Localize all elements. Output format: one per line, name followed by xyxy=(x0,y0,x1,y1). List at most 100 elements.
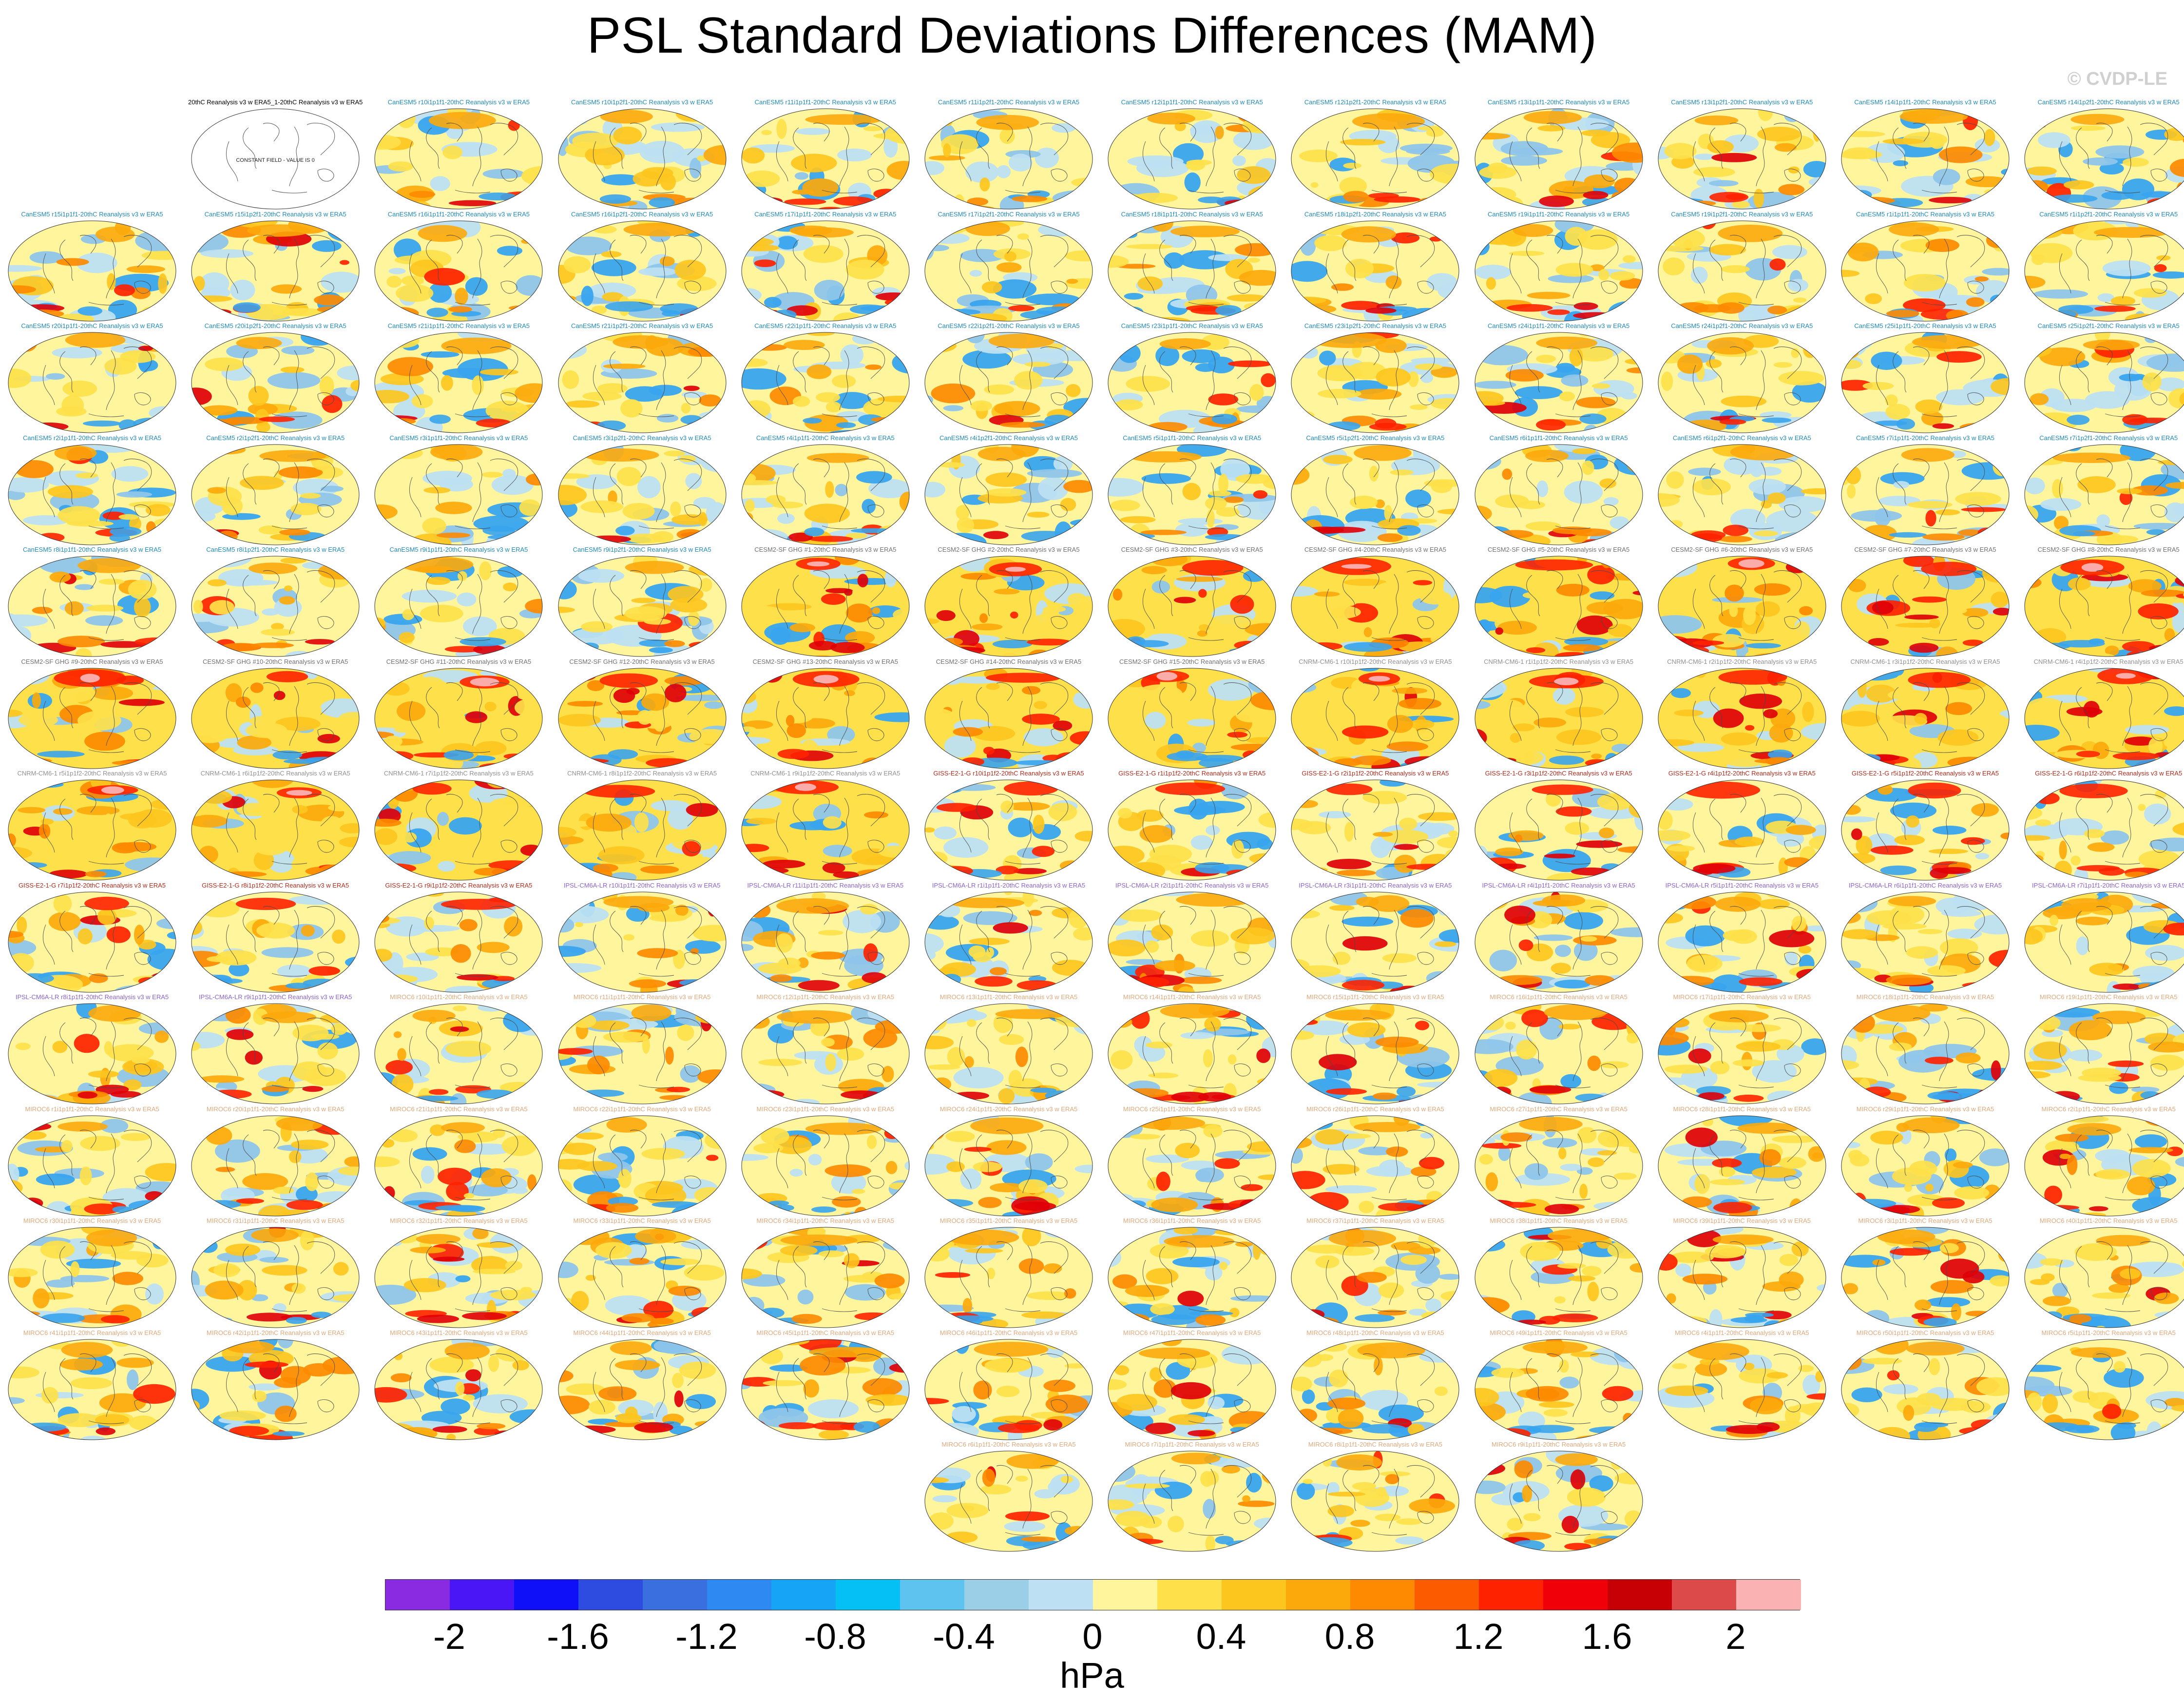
coastline xyxy=(1921,302,1957,306)
positive-anomaly-patch xyxy=(1732,1059,1764,1067)
positive-anomaly-patch xyxy=(640,865,679,874)
coastline xyxy=(263,570,280,589)
positive-anomaly-patch xyxy=(1576,615,1613,635)
positive-anomaly-patch xyxy=(2025,198,2052,207)
negative-anomaly-patch xyxy=(741,191,756,209)
positive-anomaly-patch xyxy=(1847,242,1879,261)
map-panel: CNRM-CM6-1 r3i1p1f2-20thC Reanalysis v3 … xyxy=(1840,657,2011,769)
southern-ocean-anomaly xyxy=(1584,975,1615,986)
arctic-anomaly xyxy=(1708,1010,1769,1023)
panel-title: CESM2-SF GHG #9-20thC Reanalysis v3 w ER… xyxy=(21,658,163,665)
coastline xyxy=(2096,458,2113,477)
positive-anomaly-patch xyxy=(1214,332,1258,335)
negative-anomaly-patch xyxy=(2165,780,2184,787)
positive-anomaly-patch xyxy=(1425,895,1459,904)
positive-anomaly-patch xyxy=(2026,862,2036,874)
positive-anomaly-patch xyxy=(2151,902,2179,909)
positive-anomaly-patch xyxy=(1475,862,1481,868)
map-globe xyxy=(1475,891,1643,992)
map-globe xyxy=(558,779,727,881)
positive-anomaly-patch xyxy=(927,1064,960,1070)
arctic-anomaly xyxy=(1694,116,1739,126)
positive-anomaly-patch xyxy=(1841,1060,1859,1070)
positive-anomaly-patch xyxy=(689,729,726,744)
coastline xyxy=(2076,239,2090,281)
negative-anomaly-patch xyxy=(321,271,360,293)
map-background xyxy=(1475,444,1643,545)
positive-anomaly-patch xyxy=(1575,397,1616,408)
positive-anomaly-patch xyxy=(1586,601,1623,615)
positive-anomaly-patch xyxy=(1591,383,1610,389)
southern-ocean-anomaly xyxy=(1583,191,1608,199)
coastline xyxy=(1206,238,1216,298)
positive-anomaly-patch xyxy=(644,619,671,625)
positive-anomaly-patch xyxy=(441,375,454,391)
positive-anomaly-patch xyxy=(1216,507,1240,517)
southern-ocean-anomaly xyxy=(1719,419,1746,425)
arctic-anomaly xyxy=(1908,782,1961,799)
negative-anomaly-patch xyxy=(1560,1074,1581,1088)
positive-anomaly-patch xyxy=(985,472,1027,487)
positive-anomaly-patch xyxy=(198,846,219,864)
positive-anomaly-patch xyxy=(901,1084,909,1098)
negative-anomaly-patch xyxy=(1249,677,1276,686)
positive-anomaly-patch xyxy=(1228,1054,1237,1065)
negative-anomaly-patch xyxy=(2099,162,2124,174)
panel-title: CanESM5 r21i1p2f1-20thC Reanalysis v3 w … xyxy=(571,322,713,329)
negative-anomaly-patch xyxy=(2083,157,2118,166)
coastline xyxy=(1956,123,1985,155)
arctic-anomaly xyxy=(1341,226,1397,242)
negative-anomaly-patch xyxy=(1555,363,1575,373)
negative-anomaly-patch xyxy=(230,279,255,300)
southern-ocean-anomaly xyxy=(251,642,294,648)
coastline xyxy=(1417,392,1434,406)
southern-ocean-anomaly xyxy=(804,527,824,536)
negative-anomaly-patch xyxy=(2156,377,2184,391)
negative-anomaly-patch xyxy=(925,395,934,405)
positive-anomaly-patch xyxy=(1027,511,1050,518)
positive-anomaly-patch xyxy=(1235,707,1266,722)
coastline xyxy=(2076,351,2090,393)
southern-ocean-anomaly xyxy=(967,197,989,206)
negative-anomaly-patch xyxy=(1893,160,1909,166)
positive-anomaly-patch xyxy=(515,383,543,403)
positive-anomaly-patch xyxy=(878,681,897,700)
map-globe xyxy=(1108,444,1276,545)
coastline xyxy=(1180,570,1196,589)
positive-anomaly-patch xyxy=(1249,976,1276,988)
positive-anomaly-patch xyxy=(1817,900,1826,916)
positive-anomaly-patch xyxy=(1237,166,1271,184)
positive-anomaly-patch xyxy=(821,1038,835,1047)
map-globe xyxy=(1841,444,2010,545)
southern-ocean-anomaly xyxy=(1353,755,1391,765)
negative-anomaly-patch xyxy=(1688,467,1721,476)
negative-anomaly-patch xyxy=(823,845,852,857)
negative-anomaly-patch xyxy=(1784,951,1798,966)
negative-anomaly-patch xyxy=(261,947,314,958)
arctic-anomaly xyxy=(1535,336,1597,349)
map-globe xyxy=(1108,556,1276,657)
southern-ocean-anomaly xyxy=(943,535,963,541)
positive-anomaly-patch xyxy=(1052,762,1069,769)
positive-anomaly-patch xyxy=(613,688,635,703)
positive-anomaly-patch xyxy=(1581,130,1610,136)
map-globe xyxy=(1475,444,1643,545)
map-globe xyxy=(558,220,727,321)
positive-anomaly-patch xyxy=(986,683,1000,690)
coastline xyxy=(272,190,307,193)
positive-anomaly-patch xyxy=(1906,946,1938,959)
southern-ocean-anomaly xyxy=(1572,311,1617,319)
negative-anomaly-patch xyxy=(850,1004,901,1025)
map-panel: CNRM-CM6-1 r6i1p1f2-20thC Reanalysis v3 … xyxy=(190,769,361,881)
southern-ocean-anomaly xyxy=(840,1090,881,1099)
negative-anomaly-patch xyxy=(558,958,565,964)
southern-ocean-anomaly xyxy=(409,191,436,198)
positive-anomaly-patch xyxy=(994,401,1040,416)
coastline xyxy=(1159,575,1173,617)
positive-anomaly-patch xyxy=(559,670,596,682)
southern-ocean-anomaly xyxy=(2094,305,2136,312)
positive-anomaly-patch xyxy=(659,256,675,266)
positive-anomaly-patch xyxy=(1576,840,1622,848)
map-globe xyxy=(1658,332,1826,433)
map-panel: CanESM5 r12i1p2f1-20thC Reanalysis v3 w … xyxy=(1290,97,1460,210)
